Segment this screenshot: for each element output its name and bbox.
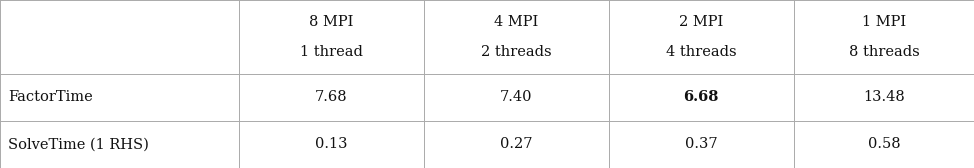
Text: 1 MPI: 1 MPI xyxy=(862,15,906,29)
Text: 2 threads: 2 threads xyxy=(481,45,551,59)
Text: 0.58: 0.58 xyxy=(868,137,900,152)
Text: 4 threads: 4 threads xyxy=(666,45,736,59)
Text: 6.68: 6.68 xyxy=(684,90,719,104)
Text: 0.27: 0.27 xyxy=(500,137,533,152)
Text: 1 thread: 1 thread xyxy=(300,45,362,59)
Text: FactorTime: FactorTime xyxy=(8,90,93,104)
Text: 2 MPI: 2 MPI xyxy=(679,15,724,29)
Text: 13.48: 13.48 xyxy=(863,90,905,104)
Text: 8 MPI: 8 MPI xyxy=(309,15,354,29)
Text: 4 MPI: 4 MPI xyxy=(494,15,539,29)
Text: 8 threads: 8 threads xyxy=(848,45,919,59)
Text: SolveTime (1 RHS): SolveTime (1 RHS) xyxy=(8,137,149,152)
Text: 0.13: 0.13 xyxy=(315,137,348,152)
Text: 7.40: 7.40 xyxy=(500,90,533,104)
Text: 7.68: 7.68 xyxy=(315,90,348,104)
Text: 0.37: 0.37 xyxy=(685,137,718,152)
